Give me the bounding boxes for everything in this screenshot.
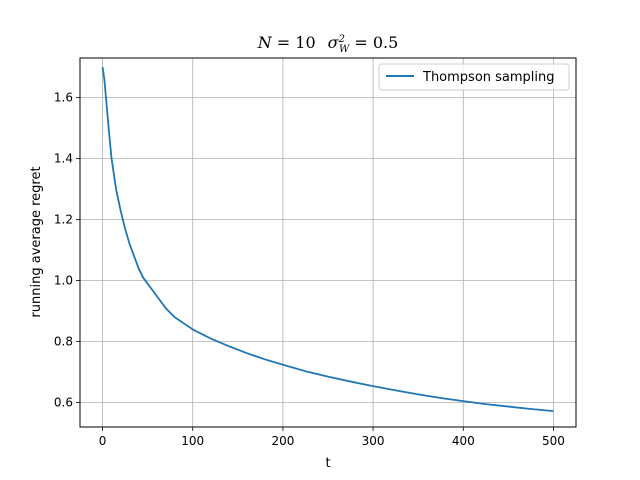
grid xyxy=(80,58,576,427)
legend-label: Thompson sampling xyxy=(422,70,555,85)
y-tick-label: 0.6 xyxy=(54,396,73,410)
chart-title: N = 10 σ2 W = 0.5 xyxy=(257,33,399,55)
x-tick-label: 500 xyxy=(542,434,565,448)
legend-box xyxy=(378,63,570,91)
series-layer xyxy=(101,67,554,413)
x-tick-label: 100 xyxy=(181,434,204,448)
x-axis: 0 100 200 300 400 500 xyxy=(99,427,565,448)
y-tick-label: 1.6 xyxy=(54,91,73,105)
y-axis: 0.6 0.8 1.0 1.2 1.4 1.6 xyxy=(54,91,80,410)
y-axis-label: running average regret xyxy=(29,166,44,317)
y-tick-label: 1.4 xyxy=(54,152,73,166)
x-tick-label: 0 xyxy=(99,434,107,448)
plot-frame xyxy=(79,57,577,428)
y-tick-label: 1.2 xyxy=(54,213,73,227)
x-tick-label: 400 xyxy=(452,434,475,448)
x-tick-label: 300 xyxy=(362,434,385,448)
y-tick-label: 1.0 xyxy=(54,274,73,288)
y-tick-label: 0.8 xyxy=(54,335,73,349)
series-line-thompson-sampling xyxy=(101,67,554,413)
x-axis-label: t xyxy=(325,456,330,471)
x-tick-label: 200 xyxy=(271,434,294,448)
legend: Thompson sampling xyxy=(378,63,570,91)
